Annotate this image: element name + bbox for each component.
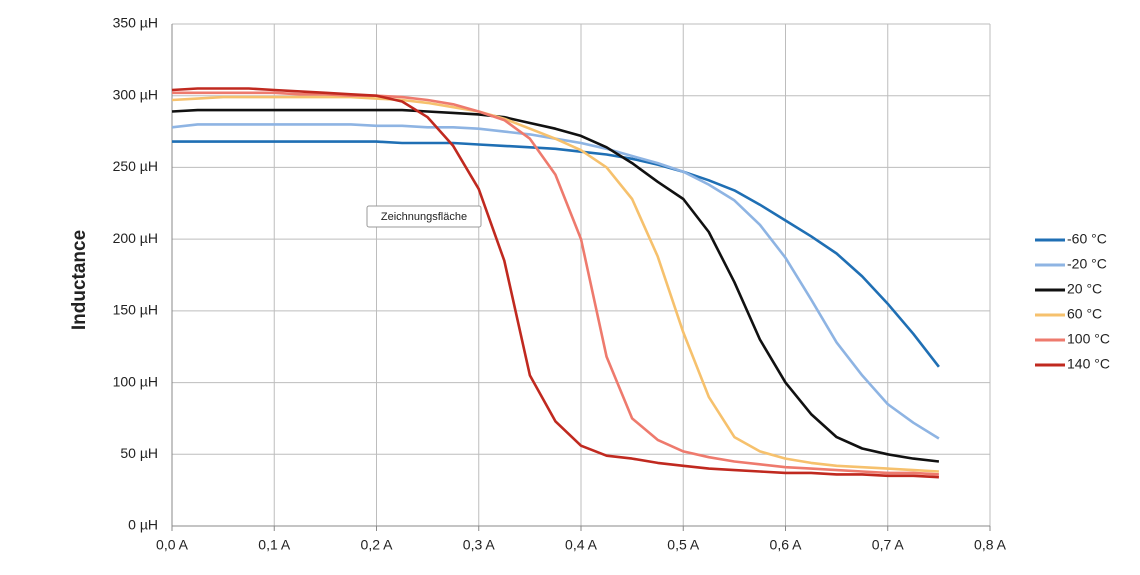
annotation-box: Zeichnungsfläche [366, 205, 482, 228]
legend-label: 100 °C [1067, 331, 1110, 347]
tooltip-text: Zeichnungsfläche [381, 211, 467, 223]
y-tick-label: 250 µH [113, 158, 158, 174]
series-line [171, 95, 939, 473]
legend-label: 20 °C [1067, 281, 1102, 297]
series-line [171, 87, 939, 479]
plot-layer: 0 µH 50 µH 100 µH 150 µH 200 µH 250 µH 300 µH 3… [113, 15, 1110, 553]
y-tick-label: 100 µH [113, 373, 158, 389]
x-tick-label: 0,4 A [565, 537, 598, 553]
y-tick-label: 350 µH [113, 15, 158, 31]
series-line [172, 91, 939, 476]
y-axis-label: Inductance [69, 230, 90, 330]
y-tick-label: 150 µH [113, 302, 158, 318]
x-tick-label: 0,0 A [156, 537, 189, 553]
y-tick-label: 200 µH [113, 230, 158, 246]
legend-label: -20 °C [1067, 256, 1107, 272]
legend-label: 60 °C [1067, 306, 1102, 322]
legend-label: -60 °C [1067, 231, 1107, 247]
tooltip-box [366, 205, 482, 228]
series-line [171, 108, 940, 463]
x-tick-label: 0,6 A [770, 537, 803, 553]
x-tick-label: 0,1 A [258, 537, 291, 553]
y-tick-label: 0 µH [128, 517, 158, 533]
x-tick-label: 0,8 A [974, 537, 1007, 553]
x-tick-label: 0,3 A [463, 537, 496, 553]
series-line [171, 123, 940, 440]
x-tick-label: 0,7 A [872, 537, 905, 553]
y-tick-label: 50 µH [120, 445, 158, 461]
legend-label: 140 °C [1067, 356, 1110, 372]
x-tick-label: 0,5 A [667, 537, 700, 553]
x-tick-label: 0,2 A [361, 537, 394, 553]
y-tick-label: 300 µH [113, 86, 158, 102]
series-line [172, 140, 940, 368]
